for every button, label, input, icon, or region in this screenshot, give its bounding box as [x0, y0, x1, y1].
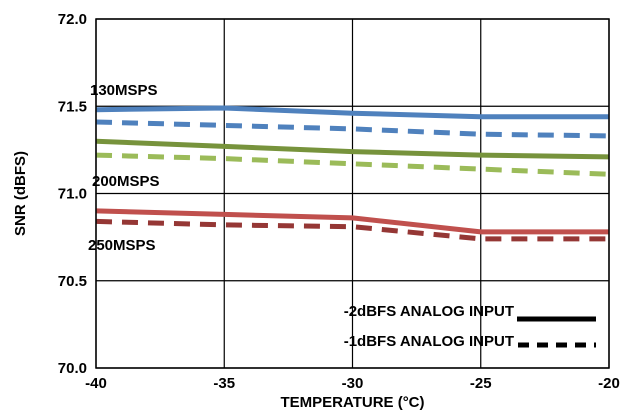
y-tick-label: 72.0	[58, 11, 87, 28]
series-layer	[95, 105, 610, 242]
series-line-solid	[95, 208, 609, 235]
annotation-250msps: 250MSPS	[88, 237, 156, 254]
series-line-dashed	[95, 218, 609, 242]
x-tick-label: -35	[213, 375, 235, 392]
y-tick-label: 71.5	[58, 98, 87, 115]
annotation-200msps: 200MSPS	[92, 173, 160, 190]
series-line-dashed	[95, 119, 610, 139]
y-tick-label: 70.5	[58, 273, 87, 290]
legend: -2dBFS ANALOG INPUT -1dBFS ANALOG INPUT	[344, 303, 596, 350]
y-tick-label: 70.0	[58, 360, 87, 377]
x-tick-label: -25	[470, 375, 492, 392]
series-line-solid	[95, 105, 609, 120]
x-tick-label: -20	[598, 375, 620, 392]
x-tick-label: -30	[342, 375, 364, 392]
x-tick-label: -40	[85, 375, 107, 392]
y-axis-label: SNR (dBFS)	[12, 151, 29, 236]
legend-label-dashed: -1dBFS ANALOG INPUT	[344, 333, 514, 350]
x-tick-labels: -40 -35 -30 -25 -20	[85, 375, 620, 392]
y-tick-label: 71.0	[58, 186, 87, 203]
legend-label-solid: -2dBFS ANALOG INPUT	[344, 303, 514, 320]
x-axis-label: TEMPERATURE (°C)	[280, 394, 424, 411]
plot-frame	[95, 18, 610, 369]
annotation-130msps: 130MSPS	[90, 82, 158, 99]
y-tick-labels: 70.0 70.5 71.0 71.5 72.0	[58, 11, 87, 377]
series-line-dashed	[95, 152, 610, 177]
series-line-solid	[95, 138, 610, 160]
